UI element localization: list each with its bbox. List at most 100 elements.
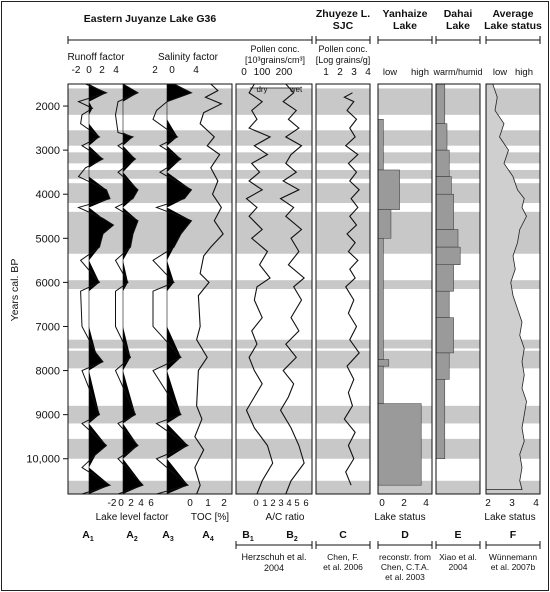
shaded-band xyxy=(436,480,480,494)
step-bar-E xyxy=(435,290,450,318)
group-title: Eastern Juyanze Lake G36 xyxy=(84,13,217,25)
source-credit: Chen, C.T.A. xyxy=(381,562,429,572)
shaded-band xyxy=(68,169,232,179)
bottom-tick-label: 4 xyxy=(286,498,291,509)
bottom-tick-label: 5 xyxy=(294,498,299,509)
top-tick-label: 3 xyxy=(351,67,357,78)
source-credit: Herzschuh et al. xyxy=(241,552,306,562)
source-credit: Xiao et al. xyxy=(439,552,477,562)
source-credit: et al. 2003 xyxy=(385,572,425,582)
step-bar-E xyxy=(435,379,446,459)
shaded-band xyxy=(486,169,540,179)
shaded-band xyxy=(378,280,432,289)
panel-letter: B1 xyxy=(242,529,254,543)
step-bar-E xyxy=(435,229,459,248)
y-tick-label: 3000 xyxy=(36,145,60,157)
shaded-band xyxy=(486,152,540,164)
y-tick-label: 4000 xyxy=(36,189,60,201)
y-tick-label: 8000 xyxy=(36,366,60,378)
shaded-band xyxy=(316,88,370,115)
shaded-band xyxy=(316,350,370,369)
bottom-tick-label: 0 xyxy=(253,498,258,509)
step-bar-E xyxy=(435,352,450,380)
y-tick-label: 10,000 xyxy=(26,454,60,466)
shaded-band xyxy=(436,169,480,179)
shaded-band xyxy=(378,350,432,369)
bottom-tick-label: 0 xyxy=(187,498,193,509)
scale-word: low xyxy=(493,67,507,78)
bottom-tick-label: 1 xyxy=(205,498,211,509)
top-tick-label: -2 xyxy=(72,65,81,76)
top-axis-label: [Log grains/g] xyxy=(316,55,371,65)
shaded-band xyxy=(316,130,370,146)
shaded-band xyxy=(236,280,312,289)
series-line-B-series_pollen xyxy=(245,83,274,495)
bottom-axis-label: Lake status xyxy=(484,512,535,523)
top-tick-label: 100 xyxy=(254,67,271,78)
shaded-band xyxy=(236,211,312,254)
step-bar-D xyxy=(377,169,400,210)
scale-word: dry xyxy=(256,85,267,94)
step-bar-D xyxy=(377,119,384,171)
group-title: SJC xyxy=(333,20,354,32)
top-tick-label: 0 xyxy=(86,65,92,76)
step-bar-E xyxy=(435,123,448,151)
step-bar-D xyxy=(377,403,422,486)
y-axis-label: Years cal. BP xyxy=(9,259,21,322)
top-tick-label: 2 xyxy=(99,65,105,76)
series-line-A1 xyxy=(77,83,115,495)
series-line-A3 xyxy=(152,83,193,495)
shaded-band xyxy=(236,130,312,146)
shaded-band xyxy=(316,211,370,254)
shaded-band xyxy=(68,339,232,349)
shaded-band xyxy=(316,339,370,349)
step-bar-E xyxy=(435,83,446,124)
panel-letter: A3 xyxy=(162,529,174,543)
bottom-tick-label: 3 xyxy=(509,498,515,509)
step-bar-E xyxy=(435,176,452,195)
group-title: Dahai xyxy=(444,8,473,20)
shaded-band xyxy=(236,339,312,349)
bottom-tick-label: 6 xyxy=(148,498,154,509)
shaded-band xyxy=(316,280,370,289)
panel-letter: C xyxy=(339,529,347,541)
source-credit: 2004 xyxy=(449,562,468,572)
shaded-band xyxy=(378,130,432,146)
shaded-band xyxy=(316,438,370,459)
panel-letter-subscript: 2 xyxy=(134,536,138,543)
bottom-tick-label: 2 xyxy=(221,498,227,509)
panel-letter: A4 xyxy=(202,529,214,543)
panel-letter: A2 xyxy=(126,529,138,543)
step-bar-D xyxy=(377,365,384,404)
step-bar-D xyxy=(377,238,384,360)
shaded-band xyxy=(436,405,480,424)
step-bar-E xyxy=(435,193,454,230)
panel-frames xyxy=(63,36,541,549)
group-title: Lake xyxy=(393,20,417,32)
top-tick-label: 2 xyxy=(152,65,158,76)
scale-word: low xyxy=(383,67,397,78)
plot-marks xyxy=(77,83,527,495)
y-tick-label: 7000 xyxy=(36,321,60,333)
bottom-tick-label: 1 xyxy=(262,498,267,509)
y-tick-label: 2000 xyxy=(36,101,60,113)
panel-letter: D xyxy=(401,529,409,541)
bottom-tick-label: 2 xyxy=(485,498,491,509)
bottom-tick-label: 6 xyxy=(303,498,308,509)
shaded-band xyxy=(378,88,432,115)
shaded-band xyxy=(316,480,370,494)
series-line-B-series_ac xyxy=(279,83,305,495)
top-tick-label: 1 xyxy=(323,67,329,78)
bottom-axis-label: Lake status xyxy=(374,512,425,523)
step-bar-E xyxy=(435,317,454,354)
shaded-band xyxy=(378,339,432,349)
series-fill-A1 xyxy=(89,84,114,494)
step-bar-D xyxy=(377,359,390,367)
shaded-band xyxy=(316,152,370,164)
shaded-band xyxy=(486,280,540,289)
panel-letter-subscript: 1 xyxy=(90,536,94,543)
scale-word: high xyxy=(411,67,429,78)
shaded-band xyxy=(436,280,480,289)
